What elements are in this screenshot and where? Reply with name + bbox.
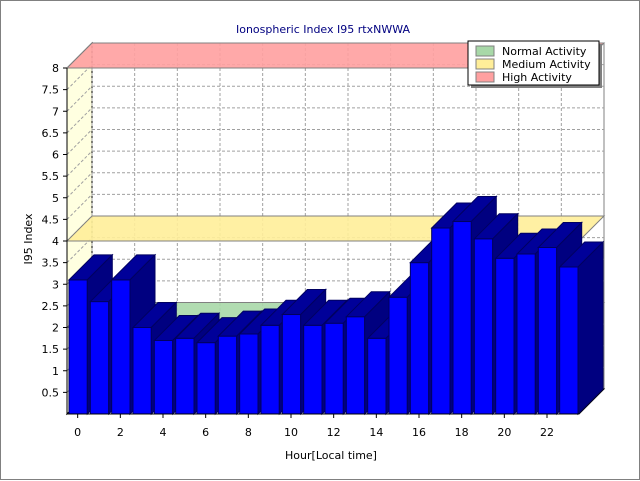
grid-line-y-side [66,237,93,263]
bar-front [473,238,494,415]
bar-front [68,279,88,415]
y-tick-label: 3.5 [42,257,60,270]
bar-front [324,322,344,415]
legend-label: Medium Activity [502,58,591,71]
y-tick-label: 1 [52,365,59,378]
x-tick-label: 10 [284,426,298,439]
x-tick-label: 16 [412,426,426,439]
legend-swatch [475,71,495,83]
x-tick-label: 0 [74,426,81,439]
y-tick-label: 5.5 [42,170,60,183]
bar-front [559,266,579,415]
bar-front [196,342,216,415]
bar-front [217,335,238,415]
y-tick-label: 1.5 [42,343,60,356]
legend-swatch [475,58,495,70]
bar-front [452,221,472,415]
x-tick-label: 12 [327,426,341,439]
y-tick-label: 4.5 [42,213,60,226]
chart-title: Ionospheric Index I95 rtxNWWA [236,23,410,36]
bar-front [175,337,195,415]
bar-front [367,337,387,415]
x-tick-label: 22 [540,426,554,439]
x-tick-label: 20 [497,426,511,439]
grid-line-y-side [66,107,93,134]
bar-front [111,279,131,415]
bar-23 [558,240,605,416]
y-tick-label: 8 [52,62,59,75]
bar-front [516,253,536,415]
bar-front [537,246,558,415]
y-tick-label: 6.5 [42,127,60,140]
y-tick-label: 7.5 [42,84,60,97]
grid-line-y-side [66,150,93,177]
x-tick-label: 4 [160,426,167,439]
grid-line-y-side [66,194,93,220]
legend-label: Normal Activity [502,45,587,58]
y-tick-label: 5 [52,192,59,205]
y-tick-label: 2 [52,322,59,335]
grid-line-y-side [66,129,93,155]
x-tick-label: 14 [369,426,383,439]
x-tick-label: 8 [245,426,252,439]
bar-front [345,316,366,415]
legend-label: High Activity [502,71,572,84]
y-tick-label: 0.5 [42,386,60,399]
grid-line-y-side [66,85,93,112]
x-axis-label: Hour[Local time] [285,449,377,462]
bar-front [495,257,515,415]
y-tick-label: 2.5 [42,300,60,313]
axes: 0.5 1 1.5 2 2.5 3 3.5 4 4.5 5 5.5 6 6.5 7 7.5 8 0 2 4 6 8 10 1… [42,62,579,439]
bar-front [281,314,302,415]
y-axis-label: I95 Index [22,213,35,265]
grid-line-y-side [66,172,93,199]
bar-front [303,324,323,415]
bar-front [260,324,280,415]
grid-line-y-side [66,64,93,90]
bar-side [577,240,604,416]
x-tick-label: 6 [202,426,209,439]
bar-front [388,296,408,415]
bar-front [153,339,174,415]
bar-front [89,301,110,415]
bar-front [409,262,430,415]
x-tick-label: 2 [117,426,124,439]
bar-front [239,333,259,415]
bar-front [431,227,451,415]
y-tick-label: 3 [52,278,59,291]
x-tick-label: 18 [455,426,469,439]
bar-front [132,327,152,415]
legend-swatch [475,45,495,57]
y-tick-label: 6 [52,149,59,162]
y-tick-label: 4 [52,235,59,248]
y-tick-label: 7 [52,105,59,118]
